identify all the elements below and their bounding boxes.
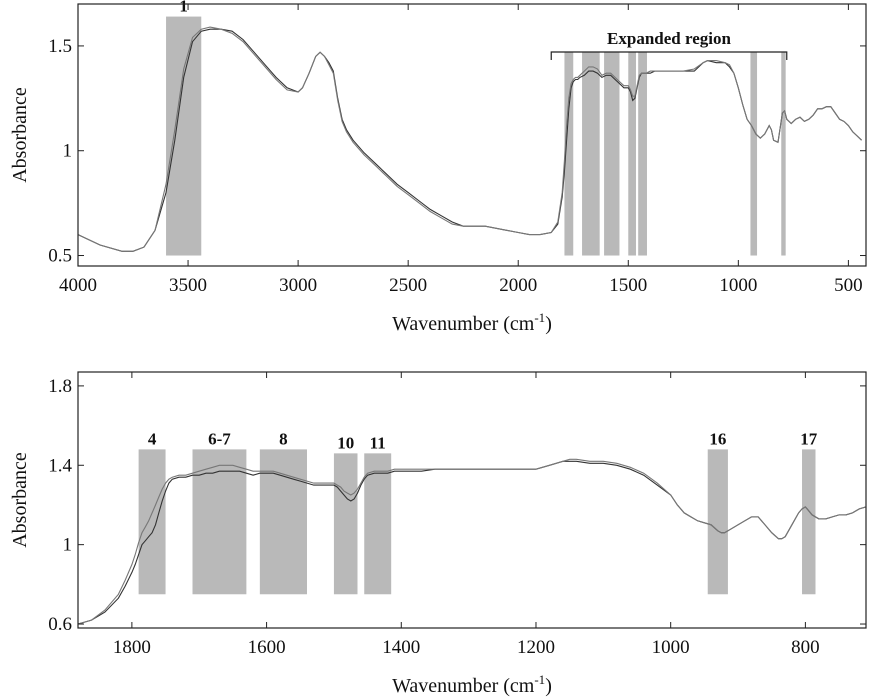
x-tick-label: 4000 <box>59 275 97 296</box>
x-axis-title: Wavenumber (cm-1) <box>392 672 552 697</box>
band-label: 6-7 <box>208 429 231 448</box>
y-tick-label: 0.5 <box>48 246 72 267</box>
plot-frame <box>77 3 867 267</box>
x-axis-title-sup: -1 <box>534 672 545 687</box>
band-region <box>628 52 636 256</box>
x-tick-label: 1800 <box>113 637 151 658</box>
y-tick-label: 1 <box>63 141 73 162</box>
x-axis-title-base: Wavenumber (cm <box>392 313 535 335</box>
band-region <box>166 16 202 256</box>
band-label: 1 <box>179 0 188 16</box>
spectrum-line-2 <box>77 26 862 252</box>
x-tick-label: 500 <box>834 275 863 296</box>
y-tick-label: 1.5 <box>48 36 72 57</box>
expanded-region-label: Expanded region <box>607 29 731 48</box>
band-region <box>364 453 392 595</box>
band-label: 11 <box>370 433 386 452</box>
band-region <box>604 52 620 256</box>
band-region <box>781 52 786 256</box>
band-label: 4 <box>148 429 157 448</box>
x-tick-label: 3000 <box>279 275 317 296</box>
expanded-region-panel: 4 6-7 8 10 11 16 17 1800 1600 1400 1200 1000 800 0.6 1… <box>9 371 867 697</box>
band-region <box>138 449 166 595</box>
band-region <box>802 449 816 595</box>
band-region <box>192 449 247 595</box>
x-axis-title-close: ) <box>545 675 552 697</box>
x-tick-label: 1400 <box>382 637 420 658</box>
y-axis-title: Absorbance <box>9 87 31 183</box>
y-tick-label: 0.6 <box>48 614 72 635</box>
y-axis-title: Absorbance <box>9 452 31 548</box>
band-region <box>333 453 358 595</box>
band-label: 10 <box>337 433 354 452</box>
x-tick-label: 1500 <box>609 275 647 296</box>
band-label: 17 <box>800 429 818 448</box>
y-tick-label: 1.8 <box>48 376 72 397</box>
band-region <box>564 52 574 256</box>
band-label: 16 <box>709 429 726 448</box>
x-tick-label: 3500 <box>169 275 207 296</box>
x-tick-label: 1200 <box>517 637 555 658</box>
spectrum-line-2 <box>77 458 867 625</box>
y-tick-label: 1 <box>63 535 73 556</box>
band-region <box>750 52 758 256</box>
x-axis-title: Wavenumber (cm-1) <box>392 310 552 335</box>
x-axis-title-sup: -1 <box>534 310 545 325</box>
band-region <box>707 449 728 595</box>
x-axis-title-base: Wavenumber (cm <box>392 675 535 697</box>
expanded-region-bracket <box>550 51 788 60</box>
x-axis-title-close: ) <box>545 313 552 335</box>
band-region <box>638 52 647 256</box>
plot-frame <box>77 371 867 629</box>
band-region <box>582 52 600 256</box>
band-label: 8 <box>279 429 288 448</box>
x-tick-label: 2500 <box>389 275 427 296</box>
x-tick-label: 800 <box>791 637 820 658</box>
y-tick-label: 1.4 <box>48 455 72 476</box>
x-tick-label: 2000 <box>499 275 537 296</box>
x-tick-label: 1000 <box>652 637 690 658</box>
x-tick-label: 1000 <box>719 275 757 296</box>
x-tick-label: 1600 <box>248 637 286 658</box>
